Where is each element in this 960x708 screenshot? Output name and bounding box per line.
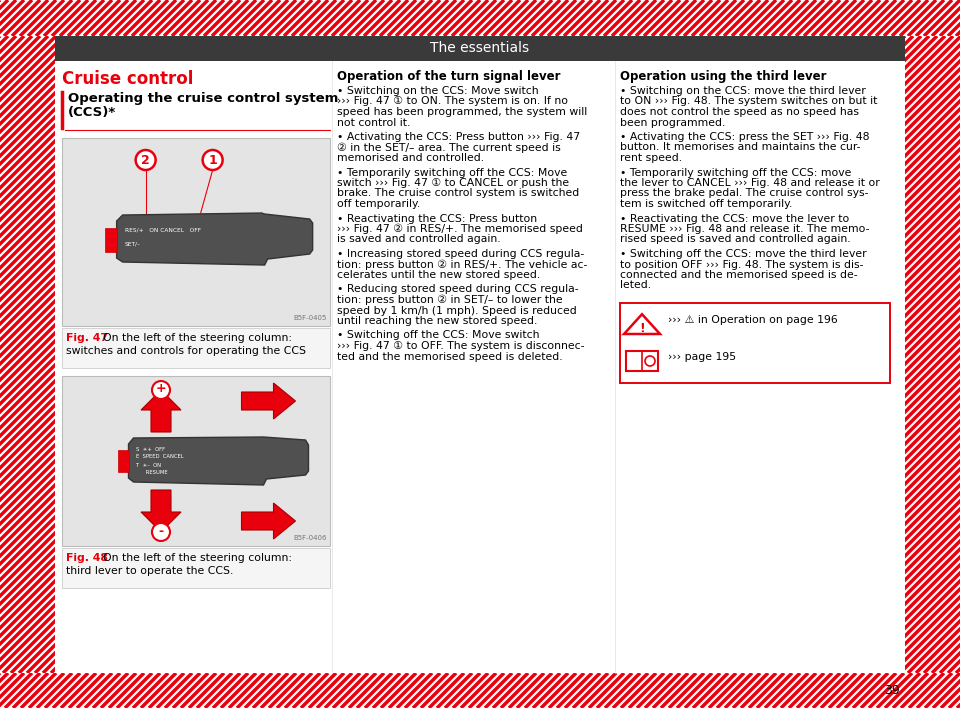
Polygon shape (0, 673, 960, 708)
Text: • Reducing stored speed during CCS regula-: • Reducing stored speed during CCS regul… (337, 285, 579, 295)
Bar (55, 61, 905, 673)
Text: B5F-0405: B5F-0405 (294, 315, 327, 321)
Circle shape (135, 150, 156, 170)
Text: ted and the memorised speed is deleted.: ted and the memorised speed is deleted. (337, 351, 563, 362)
Circle shape (645, 356, 655, 366)
Text: third lever to operate the CCS.: third lever to operate the CCS. (66, 566, 233, 576)
Circle shape (152, 381, 170, 399)
Bar (55, 36, 905, 61)
Bar (62, 328, 330, 368)
Text: off temporarily.: off temporarily. (337, 199, 420, 209)
Text: SET/–: SET/– (125, 241, 140, 246)
Text: • Reactivating the CCS: move the lever to: • Reactivating the CCS: move the lever t… (620, 214, 850, 224)
Text: B5F-0406: B5F-0406 (294, 535, 327, 541)
Text: button. It memorises and maintains the cur-: button. It memorises and maintains the c… (620, 142, 860, 152)
Text: rent speed.: rent speed. (620, 153, 683, 163)
Polygon shape (242, 503, 296, 539)
Text: • Reactivating the CCS: Press button: • Reactivating the CCS: Press button (337, 214, 538, 224)
Text: brake. The cruise control system is switched: brake. The cruise control system is swit… (337, 188, 579, 198)
Text: speed has been programmed, the system will: speed has been programmed, the system wi… (337, 107, 588, 117)
Text: leted.: leted. (620, 280, 651, 290)
Text: the lever to CANCEL ››› Fig. 48 and release it or: the lever to CANCEL ››› Fig. 48 and rele… (620, 178, 879, 188)
Text: ››› Fig. 47 ① to OFF. The system is disconnec-: ››› Fig. 47 ① to OFF. The system is disc… (337, 341, 585, 351)
Polygon shape (116, 213, 313, 265)
Circle shape (203, 150, 223, 170)
Bar (62, 548, 330, 588)
Text: • Temporarily switching off the CCS: move: • Temporarily switching off the CCS: mov… (620, 168, 852, 178)
Polygon shape (117, 450, 129, 472)
Text: The essentials: The essentials (430, 42, 530, 55)
Text: not control it.: not control it. (337, 118, 410, 127)
Text: S  ☀+  OFF: S ☀+ OFF (136, 447, 166, 452)
Text: +: + (156, 382, 166, 396)
Text: press the brake pedal. The cruise control sys-: press the brake pedal. The cruise contro… (620, 188, 869, 198)
Text: tion: press button ② in RES/+. The vehicle ac-: tion: press button ② in RES/+. The vehic… (337, 260, 588, 270)
Polygon shape (129, 437, 308, 485)
Text: speed by 1 km/h (1 mph). Speed is reduced: speed by 1 km/h (1 mph). Speed is reduce… (337, 305, 577, 316)
Text: • Increasing stored speed during CCS regula-: • Increasing stored speed during CCS reg… (337, 249, 585, 259)
Text: 39: 39 (884, 685, 900, 697)
Bar (62, 138, 330, 326)
Bar (620, 303, 890, 383)
Text: Operation using the third lever: Operation using the third lever (620, 70, 827, 83)
Text: ››› Fig. 47 ① to ON. The system is on. If no: ››› Fig. 47 ① to ON. The system is on. I… (337, 96, 568, 106)
Text: -: - (158, 525, 163, 537)
Text: RESUME ››› Fig. 48 and release it. The memo-: RESUME ››› Fig. 48 and release it. The m… (620, 224, 870, 234)
Text: RES/+   ON CANCEL   OFF: RES/+ ON CANCEL OFF (125, 227, 201, 232)
Text: (CCS)*: (CCS)* (68, 106, 116, 119)
Text: tion: press button ② in SET/– to lower the: tion: press button ② in SET/– to lower t… (337, 295, 563, 305)
Text: 2: 2 (141, 154, 150, 166)
Text: switch ››› Fig. 47 ① to CANCEL or push the: switch ››› Fig. 47 ① to CANCEL or push t… (337, 178, 569, 188)
Text: E  SPEED  CANCEL: E SPEED CANCEL (136, 455, 184, 459)
Text: celerates until the new stored speed.: celerates until the new stored speed. (337, 270, 540, 280)
Text: On the left of the steering column:: On the left of the steering column: (96, 333, 292, 343)
Text: ››› ⚠ in Operation on page 196: ››› ⚠ in Operation on page 196 (668, 315, 838, 325)
Text: memorised and controlled.: memorised and controlled. (337, 153, 484, 163)
Bar (62, 376, 330, 546)
Text: Operation of the turn signal lever: Operation of the turn signal lever (337, 70, 561, 83)
Text: ››› Fig. 47 ② in RES/+. The memorised speed: ››› Fig. 47 ② in RES/+. The memorised sp… (337, 224, 583, 234)
Text: On the left of the steering column:: On the left of the steering column: (96, 553, 292, 563)
Text: is saved and controlled again.: is saved and controlled again. (337, 234, 500, 244)
Text: • Activating the CCS: press the SET ››› Fig. 48: • Activating the CCS: press the SET ››› … (620, 132, 870, 142)
Polygon shape (0, 0, 960, 36)
Text: been programmed.: been programmed. (620, 118, 726, 127)
Text: • Temporarily switching off the CCS: Move: • Temporarily switching off the CCS: Mov… (337, 168, 567, 178)
Text: rised speed is saved and controlled again.: rised speed is saved and controlled agai… (620, 234, 851, 244)
Text: to ON ››› Fig. 48. The system switches on but it: to ON ››› Fig. 48. The system switches o… (620, 96, 877, 106)
Text: switches and controls for operating the CCS: switches and controls for operating the … (66, 346, 306, 356)
Text: • Switching off the CCS: Move switch: • Switching off the CCS: Move switch (337, 331, 540, 341)
Polygon shape (105, 227, 116, 251)
Text: Cruise control: Cruise control (62, 70, 193, 88)
Text: • Switching off the CCS: move the third lever: • Switching off the CCS: move the third … (620, 249, 867, 259)
Text: • Switching on the CCS: Move switch: • Switching on the CCS: Move switch (337, 86, 539, 96)
Text: • Switching on the CCS: move the third lever: • Switching on the CCS: move the third l… (620, 86, 866, 96)
Text: !: ! (639, 323, 645, 336)
Bar (626, 351, 658, 371)
Polygon shape (141, 390, 181, 432)
Text: • Activating the CCS: Press button ››› Fig. 47: • Activating the CCS: Press button ››› F… (337, 132, 580, 142)
Text: ② in the SET/– area. The current speed is: ② in the SET/– area. The current speed i… (337, 142, 561, 153)
Text: Fig. 47: Fig. 47 (66, 333, 108, 343)
Text: to position OFF ››› Fig. 48. The system is dis-: to position OFF ››› Fig. 48. The system … (620, 260, 863, 270)
Text: until reaching the new stored speed.: until reaching the new stored speed. (337, 316, 538, 326)
Text: Fig. 48: Fig. 48 (66, 553, 108, 563)
Text: T  ☀–  ON: T ☀– ON (136, 462, 161, 467)
Polygon shape (0, 36, 55, 673)
Text: ››› page 195: ››› page 195 (668, 352, 736, 362)
Polygon shape (141, 490, 181, 532)
Text: tem is switched off temporarily.: tem is switched off temporarily. (620, 199, 792, 209)
Text: RESUME: RESUME (136, 471, 168, 476)
Polygon shape (905, 36, 960, 673)
Polygon shape (624, 314, 660, 334)
Circle shape (152, 523, 170, 541)
Text: Operating the cruise control system: Operating the cruise control system (68, 92, 338, 105)
Text: does not control the speed as no speed has: does not control the speed as no speed h… (620, 107, 859, 117)
Text: connected and the memorised speed is de-: connected and the memorised speed is de- (620, 270, 857, 280)
Polygon shape (242, 383, 296, 419)
Text: 1: 1 (208, 154, 217, 166)
